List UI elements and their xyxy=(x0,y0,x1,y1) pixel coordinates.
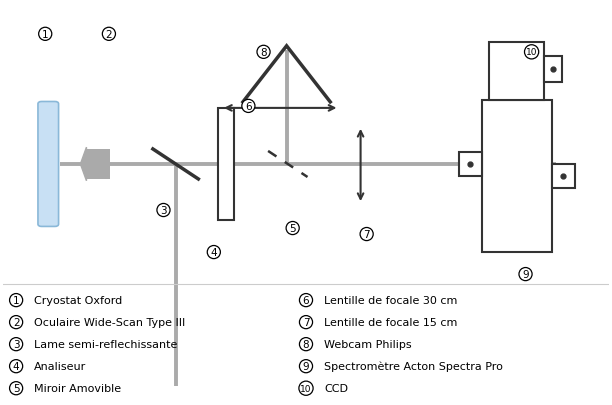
Bar xyxy=(489,43,543,100)
Text: Webcam Philips: Webcam Philips xyxy=(324,339,412,349)
Text: 9: 9 xyxy=(522,269,529,279)
Text: 9: 9 xyxy=(303,361,309,371)
Text: 1: 1 xyxy=(42,30,48,40)
FancyBboxPatch shape xyxy=(38,102,59,227)
Text: 7: 7 xyxy=(303,318,309,327)
Text: 4: 4 xyxy=(13,361,20,371)
Bar xyxy=(86,149,110,179)
Text: Lentille de focale 15 cm: Lentille de focale 15 cm xyxy=(324,318,458,327)
Text: 5: 5 xyxy=(13,383,20,393)
Text: 4: 4 xyxy=(211,247,217,258)
Text: 8: 8 xyxy=(260,48,267,58)
Bar xyxy=(543,57,562,83)
Text: Analiseur: Analiseur xyxy=(34,361,86,371)
Text: 7: 7 xyxy=(364,230,370,239)
Text: 3: 3 xyxy=(13,339,20,349)
Text: Lame semi-reflechissante: Lame semi-reflechissante xyxy=(34,339,177,349)
Text: Cryostat Oxford: Cryostat Oxford xyxy=(34,295,122,305)
Bar xyxy=(459,153,482,177)
Text: 2: 2 xyxy=(13,318,20,327)
Text: CCD: CCD xyxy=(324,383,348,393)
Bar xyxy=(482,100,551,252)
Text: Oculaire Wide-Scan Type III: Oculaire Wide-Scan Type III xyxy=(34,318,185,327)
Text: Miroir Amovible: Miroir Amovible xyxy=(34,383,121,393)
Text: 10: 10 xyxy=(526,48,537,57)
Text: 6: 6 xyxy=(245,102,252,112)
Bar xyxy=(218,109,234,220)
Text: 1: 1 xyxy=(13,295,20,305)
Text: 6: 6 xyxy=(303,295,309,305)
Bar xyxy=(551,164,575,188)
Text: 3: 3 xyxy=(160,205,167,215)
Text: 8: 8 xyxy=(303,339,309,349)
Text: 10: 10 xyxy=(300,384,312,393)
Polygon shape xyxy=(80,148,86,181)
Text: 2: 2 xyxy=(106,30,112,40)
Text: Spectromètre Acton Spectra Pro: Spectromètre Acton Spectra Pro xyxy=(324,361,503,371)
Text: Lentille de focale 30 cm: Lentille de focale 30 cm xyxy=(324,295,458,305)
Text: 5: 5 xyxy=(289,224,296,233)
